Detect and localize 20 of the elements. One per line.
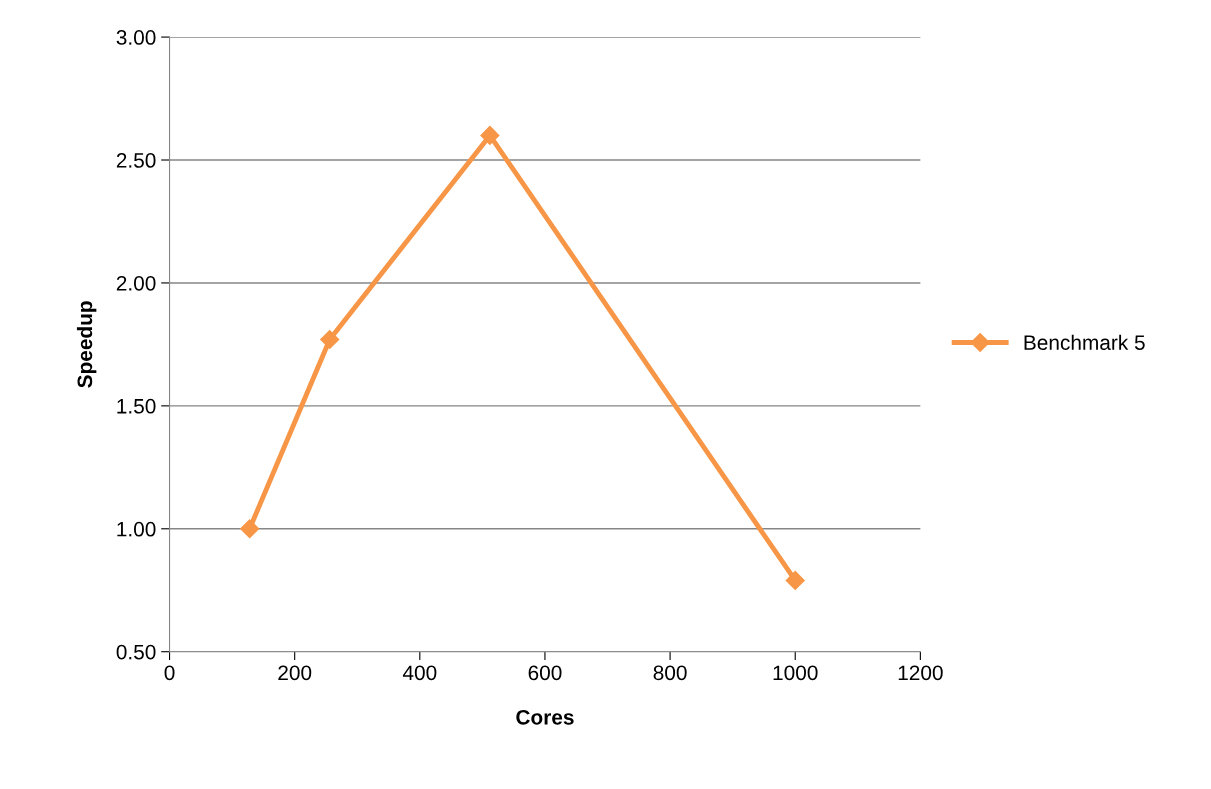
x-tick-label: 600 bbox=[528, 665, 562, 681]
y-tick-label: 2.00 bbox=[116, 275, 156, 291]
x-axis-title: Cores bbox=[516, 709, 574, 725]
legend-label: Benchmark 5 bbox=[1024, 334, 1145, 350]
y-tick-label: 1.00 bbox=[117, 521, 156, 537]
y-tick-label: 1.50 bbox=[117, 398, 156, 414]
x-tick-label: 1200 bbox=[898, 665, 943, 681]
x-tick-label: 800 bbox=[653, 665, 687, 681]
y-tick-label: 2.50 bbox=[116, 153, 156, 168]
point bbox=[320, 329, 340, 350]
point bbox=[480, 125, 500, 145]
x-tick-label: 200 bbox=[278, 665, 312, 681]
x-tick-label: 400 bbox=[402, 665, 437, 681]
y-axis-title: Speedup bbox=[76, 301, 97, 388]
x-tick-label: 1000 bbox=[773, 665, 818, 681]
point bbox=[240, 519, 260, 539]
y-tick-label: 3.00 bbox=[116, 30, 156, 45]
point bbox=[785, 570, 805, 590]
x-tick-label: 0 bbox=[164, 665, 175, 681]
y-tick-label: 0.50 bbox=[116, 644, 156, 660]
